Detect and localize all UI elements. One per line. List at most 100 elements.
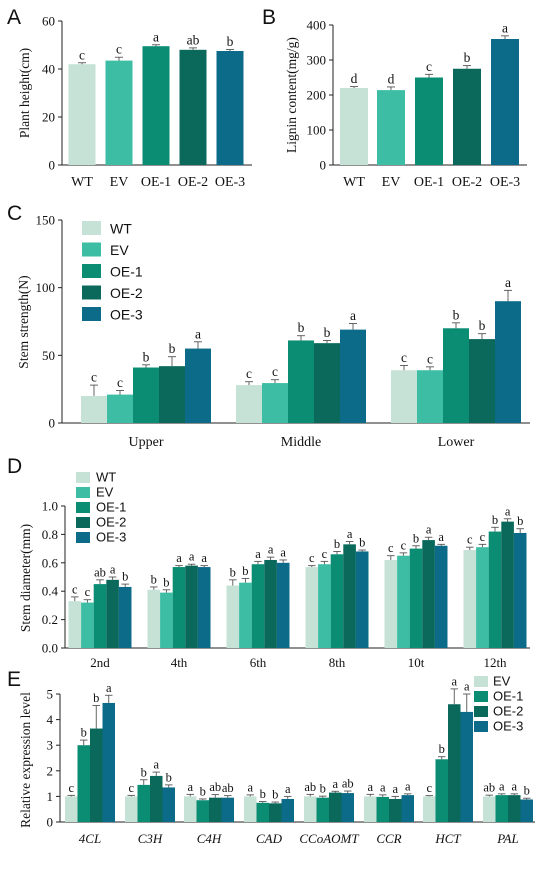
bar-oe-3-lower — [495, 301, 521, 423]
significance-letter: a — [187, 780, 193, 794]
bar-oe-3 — [216, 51, 244, 165]
bar-wt-8th — [305, 567, 319, 648]
y-axis-label: Relative expression level — [18, 692, 33, 828]
bar-oe-3-cad — [281, 798, 294, 822]
y-tick-label: 3 — [47, 738, 54, 753]
significance-letter: c — [427, 351, 433, 366]
bar-oe-2-middle — [314, 343, 340, 423]
bar-oe-1-c4h — [196, 800, 209, 822]
significance-letter: b — [200, 784, 206, 798]
significance-letter: c — [401, 538, 407, 552]
x-tick-label-10t: 10t — [408, 655, 425, 670]
significance-letter: c — [426, 781, 432, 795]
significance-letter: a — [426, 523, 432, 537]
y-tick-label: 400 — [307, 18, 327, 33]
legend-swatch-oe-3 — [474, 721, 488, 732]
bar-ev — [377, 90, 405, 165]
y-tick-label: 0 — [49, 158, 56, 173]
legend-swatch-oe-2 — [474, 706, 488, 717]
bar-oe-1-10t — [409, 548, 423, 648]
panel-letter: A — [7, 6, 21, 29]
bar-oe-1-4cl — [77, 745, 90, 822]
bar-wt-upper — [81, 395, 107, 423]
significance-letter: b — [151, 572, 157, 586]
x-tick-label-12th: 12th — [483, 655, 507, 670]
bar-ev — [105, 60, 133, 165]
bar-ev-c3h — [125, 796, 138, 822]
significance-letter: b — [492, 513, 498, 527]
x-tick-label-ccoaomt: CCoAOMT — [299, 831, 359, 846]
y-tick-label: 50 — [42, 348, 55, 363]
chart-panel-a-plant-height: A 0 20 40 60 Plant height(cm) WT c EV c OE-1 a OE-2 a… — [7, 6, 252, 190]
y-tick-label: 0.4 — [42, 584, 59, 599]
significance-letter: a — [268, 543, 274, 557]
y-tick-label: 60 — [42, 14, 55, 29]
legend-swatch-oe-2 — [82, 285, 101, 300]
significance-letter: a — [350, 308, 356, 323]
legend-swatch-oe-1 — [474, 691, 488, 702]
significance-letter: a — [247, 780, 253, 794]
significance-letter: c — [309, 551, 315, 565]
significance-letter: c — [426, 59, 432, 74]
bar-ev-12th — [476, 547, 489, 648]
legend-label-oe-2: OE-2 — [110, 285, 143, 301]
bar-ev-cad — [244, 796, 257, 822]
x-tick-label-c3h: C3H — [138, 831, 163, 846]
y-axis-label: Stem diameter(mm) — [18, 524, 33, 632]
significance-letter: ab — [187, 32, 200, 47]
bar-oe-3 — [491, 39, 519, 165]
bar-ev-upper — [107, 394, 133, 423]
significance-letter: a — [511, 779, 517, 793]
significance-letter: b — [163, 575, 169, 589]
bar-oe-2-lower — [469, 339, 495, 423]
legend-swatch-oe-1 — [76, 502, 90, 513]
bar-oe-2-ccr — [389, 798, 402, 822]
significance-letter: a — [380, 780, 386, 794]
legend-label-wt: WT — [110, 221, 132, 237]
y-tick-label: 0 — [47, 815, 54, 830]
bar-oe-1 — [142, 46, 170, 166]
bar-oe-2-c3h — [150, 775, 163, 822]
y-tick-label: 200 — [307, 88, 327, 103]
significance-letter: b — [93, 691, 99, 705]
bar-oe-1-8th — [330, 554, 344, 648]
bar-oe-2-cad — [269, 803, 282, 822]
significance-letter: c — [79, 47, 85, 62]
x-tick-label-wt: WT — [343, 175, 365, 190]
significance-letter: a — [153, 29, 159, 44]
panel-letter: B — [262, 6, 276, 29]
bar-oe-3-pal — [520, 799, 533, 822]
bar-oe-1-pal — [495, 795, 508, 822]
significance-letter: a — [189, 550, 195, 564]
bar-oe-2-upper — [159, 366, 185, 423]
x-tick-label-lower: Lower — [438, 435, 475, 450]
significance-letter: b — [227, 34, 234, 49]
significance-letter: c — [246, 366, 252, 381]
legend-label-oe-2: OE-2 — [96, 515, 126, 530]
significance-letter: c — [480, 530, 486, 544]
significance-letter: b — [169, 341, 176, 356]
y-tick-label: 20 — [42, 110, 55, 125]
bar-oe-2 — [453, 68, 481, 165]
x-tick-label-ccr: CCR — [376, 831, 401, 846]
y-tick-label: 300 — [307, 53, 327, 68]
bar-oe-2 — [179, 49, 207, 165]
y-tick-label: 4 — [47, 712, 54, 727]
significance-letter: ab — [342, 777, 354, 791]
bar-wt — [68, 64, 96, 165]
x-tick-label-2nd: 2nd — [90, 655, 110, 670]
x-tick-label-6th: 6th — [250, 655, 267, 670]
x-tick-label-oe-1: OE-1 — [141, 175, 171, 190]
bar-oe-2-c4h — [209, 797, 222, 822]
bar-oe-2-ccoaomt — [329, 792, 342, 822]
significance-letter: b — [141, 765, 147, 779]
bar-oe-1-4th — [172, 567, 186, 648]
bar-ev-middle — [262, 383, 288, 423]
significance-letter: c — [68, 781, 74, 795]
y-tick-label: 0 — [49, 416, 56, 431]
significance-letter: b — [298, 320, 305, 335]
bar-ev-10t — [397, 555, 410, 648]
x-tick-label-oe-2: OE-2 — [452, 175, 482, 190]
significance-letter: a — [332, 777, 338, 791]
legend-label-oe-3: OE-3 — [110, 307, 143, 323]
